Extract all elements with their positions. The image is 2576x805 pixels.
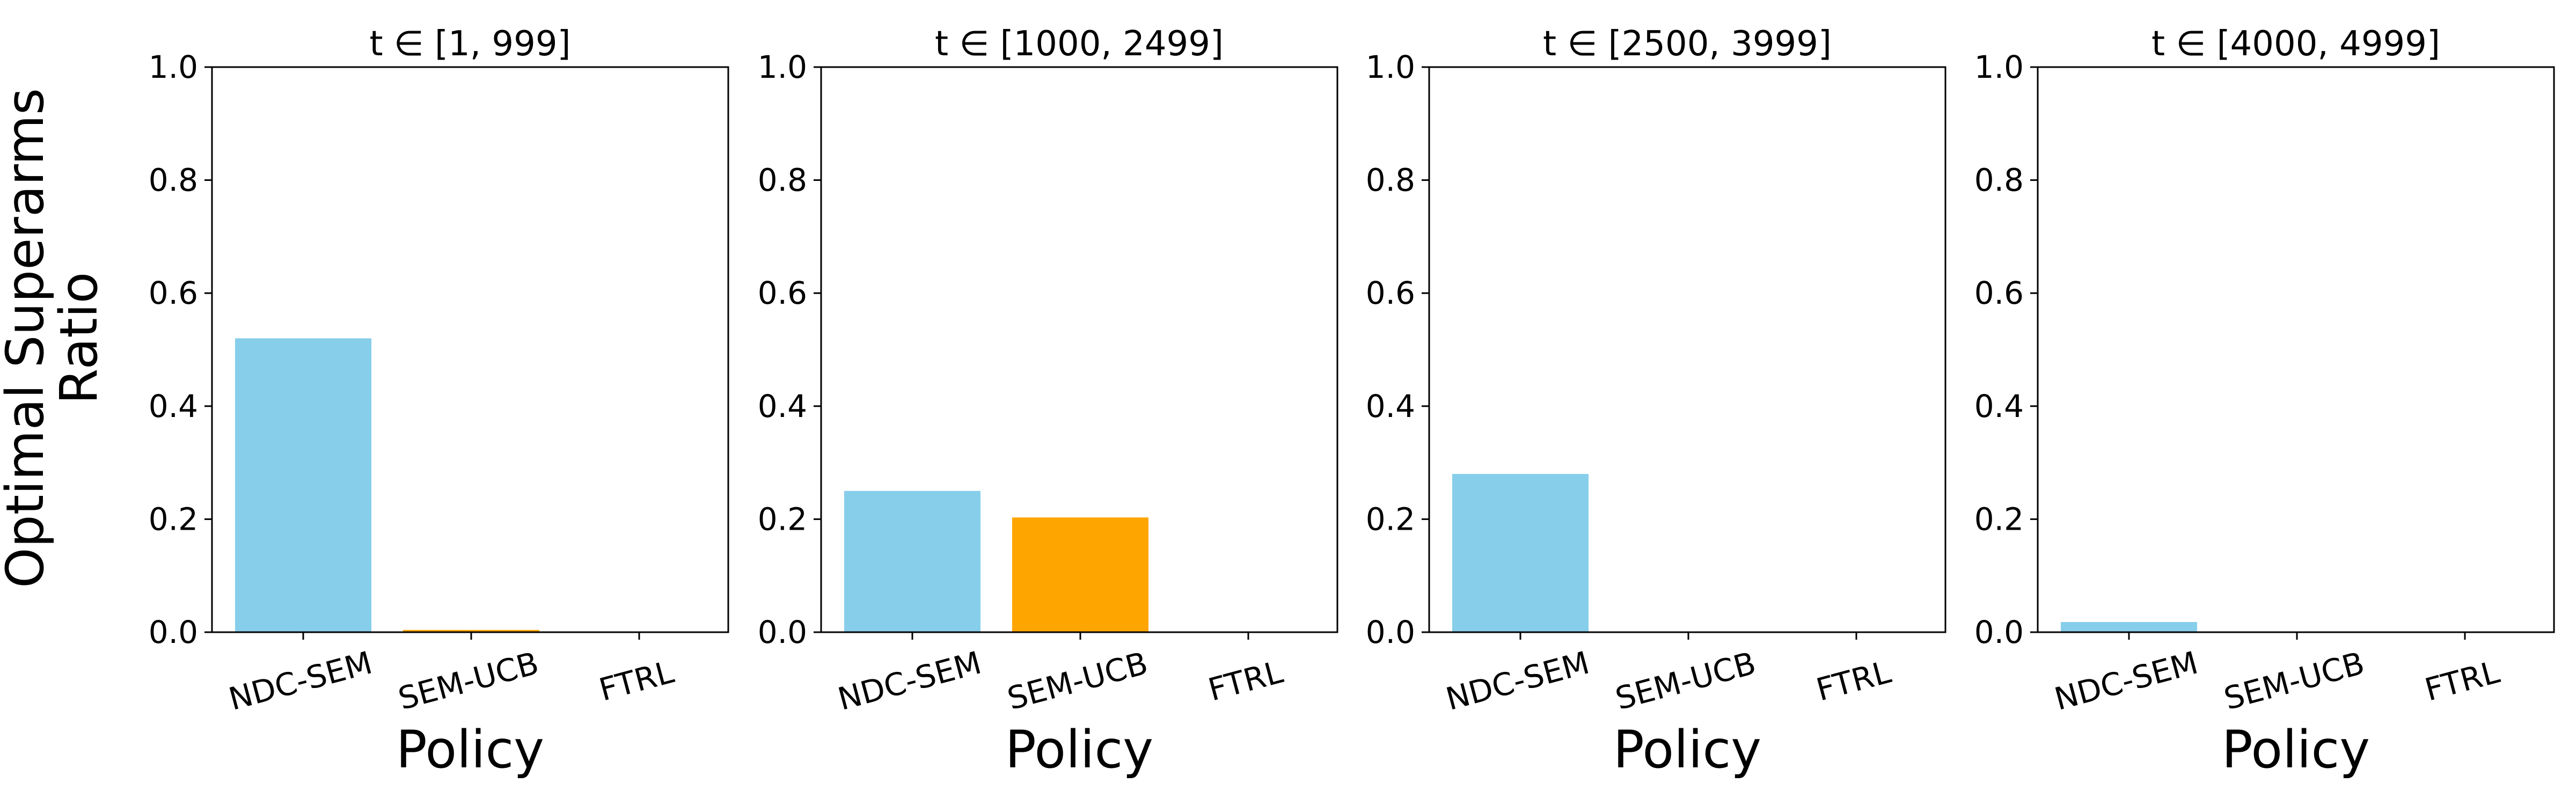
x-axis-label: Policy (2222, 720, 2370, 780)
x-tick-label: FTRL (2421, 654, 2503, 708)
bar-ndc-sem (1452, 474, 1589, 632)
x-tick-label: NDC-SEM (1442, 645, 1593, 718)
y-tick-label: 0.4 (149, 388, 198, 425)
x-tick-label: FTRL (1204, 654, 1286, 708)
y-tick-label: 0.0 (1366, 614, 1415, 650)
panel-3: t ∈ [2500, 3999] NDC-SEM SEM-UCB FTRL 0.0 0.2… (1366, 24, 1946, 780)
x-tick-label: SEM-UCB (2220, 645, 2368, 717)
y-tick-label: 0.8 (1366, 162, 1415, 199)
x-tick-label: SEM-UCB (1612, 645, 1760, 717)
x-tick-label: SEM-UCB (1004, 645, 1152, 717)
y-axis-label: Optimal SuperarmsRatio (0, 88, 109, 588)
y-tick-label: 1.0 (149, 49, 198, 85)
panel-title: t ∈ [2500, 3999] (1543, 24, 1832, 64)
x-tick-label: NDC-SEM (2051, 645, 2201, 718)
y-tick-label: 0.8 (149, 162, 198, 199)
panel-title: t ∈ [1000, 2499] (935, 24, 1224, 64)
bar-sem-ucb (1012, 517, 1148, 632)
y-tick-label: 0.0 (149, 614, 198, 650)
bar-ndc-sem (235, 338, 371, 632)
y-tick-label: 0.6 (149, 275, 198, 311)
panels: t ∈ [1, 999]NDC-SEM SEM-UCB FTRL0.00.20.40… (149, 24, 2555, 780)
x-tick-label: SEM-UCB (394, 645, 543, 717)
y-tick-label: 0.8 (758, 162, 807, 199)
y-tick-label: 0.4 (1366, 388, 1415, 425)
plot-frame (2037, 66, 2555, 633)
y-tick-label: 0.4 (1974, 388, 2024, 425)
y-tick-label: 0.2 (1366, 501, 1415, 537)
y-tick-label: 0.6 (758, 275, 807, 311)
y-tick-label: 0.2 (758, 501, 807, 537)
panel-title: t ∈ [1, 999] (369, 24, 570, 64)
bar-ndc-sem (2061, 622, 2197, 632)
y-tick-label: 0.2 (1974, 501, 2024, 537)
y-tick-label: 0.0 (758, 614, 807, 650)
panel-2: t ∈ [1000, 2499] NDC-SEM SEM-UCB FTRL 0.0 0.2… (758, 24, 1338, 780)
bar-ndc-sem (844, 491, 980, 632)
x-axis-label: Policy (1005, 720, 1153, 780)
x-tick-label: FTRL (595, 654, 677, 708)
x-tick-label: FTRL (1812, 654, 1894, 708)
panel-1: t ∈ [1, 999] NDC-SEM SEM-UCB FTRL 0.0 0.2 0.4 0… (149, 24, 729, 780)
plot-frame (1428, 66, 1946, 633)
y-tick-label: 1.0 (1974, 49, 2024, 85)
plot-frame (211, 66, 729, 633)
y-tick-label: 0.0 (1974, 614, 2024, 650)
panel-title: t ∈ [4000, 4999] (2151, 24, 2440, 64)
y-tick-label: 0.2 (149, 501, 198, 537)
y-tick-label: 0.8 (1974, 162, 2024, 199)
plot-frame (820, 66, 1338, 633)
y-tick-label: 1.0 (1366, 49, 1415, 85)
y-tick-label: 1.0 (758, 49, 807, 85)
x-axis-label: Policy (1613, 720, 1761, 780)
y-tick-label: 0.6 (1974, 275, 2024, 311)
x-tick-label: NDC-SEM (225, 645, 376, 718)
panel-4: t ∈ [4000, 4999] NDC-SEM SEM-UCB FTRL 0.0 0.2… (1974, 24, 2555, 780)
y-tick-label: 0.4 (758, 388, 807, 425)
bar-sem-ucb (403, 630, 539, 632)
x-axis-label: Policy (396, 720, 544, 780)
x-tick-label: NDC-SEM (834, 645, 985, 718)
y-tick-label: 0.6 (1366, 275, 1415, 311)
